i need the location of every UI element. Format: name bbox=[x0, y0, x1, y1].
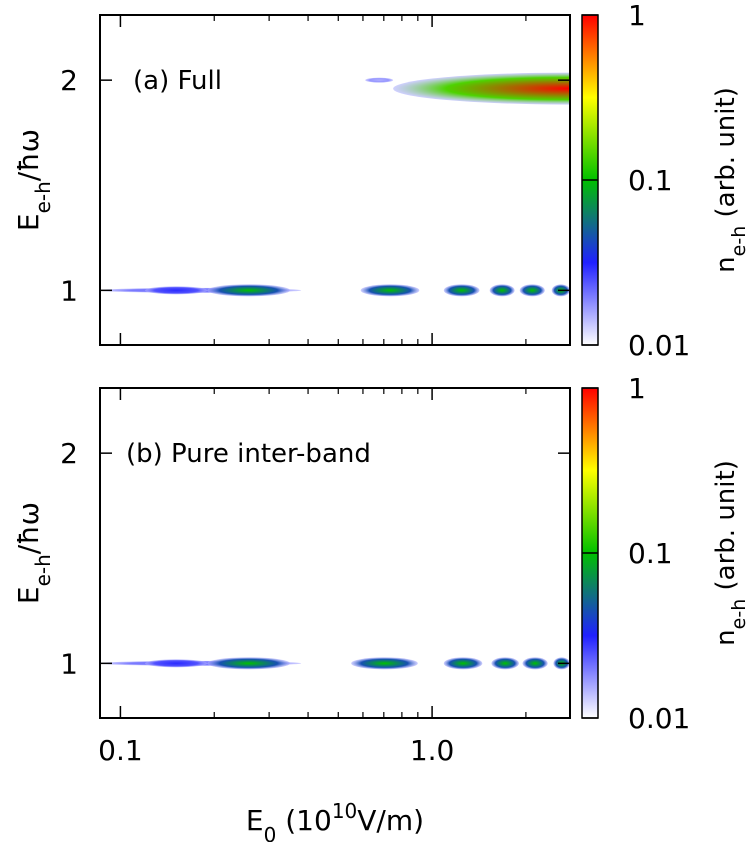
heat-blob bbox=[519, 284, 545, 297]
heat-blob bbox=[145, 286, 208, 295]
panel-label: (a) Full bbox=[133, 66, 222, 96]
panel: 1 2 0.1 1.0 (b) Pure inter-band Ee-h/ħω E0 (10… bbox=[12, 372, 747, 846]
plot-frame bbox=[99, 387, 571, 719]
plot-frame bbox=[99, 14, 571, 346]
x-axis-label: E0 (1010V/m) bbox=[246, 799, 424, 842]
panel: 1 2 (a) Full Ee-h/ħω 0.01 0.1 1 ne-h (arb. unit… bbox=[12, 0, 747, 362]
heat-blob bbox=[393, 72, 570, 105]
heat-blob bbox=[207, 657, 290, 670]
heat-blob bbox=[360, 284, 420, 297]
colorbar-tick-label: 1 bbox=[628, 372, 646, 405]
y-tick-label: 2 bbox=[60, 437, 78, 470]
y-tick-label: 1 bbox=[60, 647, 78, 680]
colorbar-tick-label: 0.01 bbox=[628, 702, 690, 735]
heatmap bbox=[100, 72, 570, 297]
heat-blob bbox=[522, 657, 548, 670]
heat-blob bbox=[145, 659, 208, 668]
colorbar-label: ne-h (arb. unit) bbox=[711, 460, 747, 646]
heat-blob bbox=[443, 657, 483, 670]
panel-label: (b) Pure inter-band bbox=[126, 439, 371, 469]
heat-blob bbox=[207, 284, 290, 297]
y-tick-label: 2 bbox=[60, 64, 78, 97]
y-axis-label: Ee-h/ħω bbox=[12, 502, 55, 604]
colorbar-tick-label: 1 bbox=[628, 0, 646, 32]
colorbar-label: ne-h (arb. unit) bbox=[711, 87, 747, 273]
heat-blob bbox=[489, 284, 515, 297]
x-tick-label: 1.0 bbox=[410, 734, 455, 767]
colorbar-tick-label: 0.1 bbox=[628, 537, 673, 570]
y-axis-label: Ee-h/ħω bbox=[12, 129, 55, 231]
heat-blob bbox=[443, 284, 480, 297]
heatmap bbox=[100, 657, 570, 670]
heat-blob bbox=[365, 77, 394, 83]
y-tick-label: 1 bbox=[60, 274, 78, 307]
heat-blob bbox=[351, 657, 418, 670]
colorbar-tick-label: 0.1 bbox=[628, 164, 673, 197]
x-tick-label: 0.1 bbox=[98, 734, 143, 767]
colorbar-tick-label: 0.01 bbox=[628, 329, 690, 362]
heat-blob bbox=[491, 657, 519, 670]
